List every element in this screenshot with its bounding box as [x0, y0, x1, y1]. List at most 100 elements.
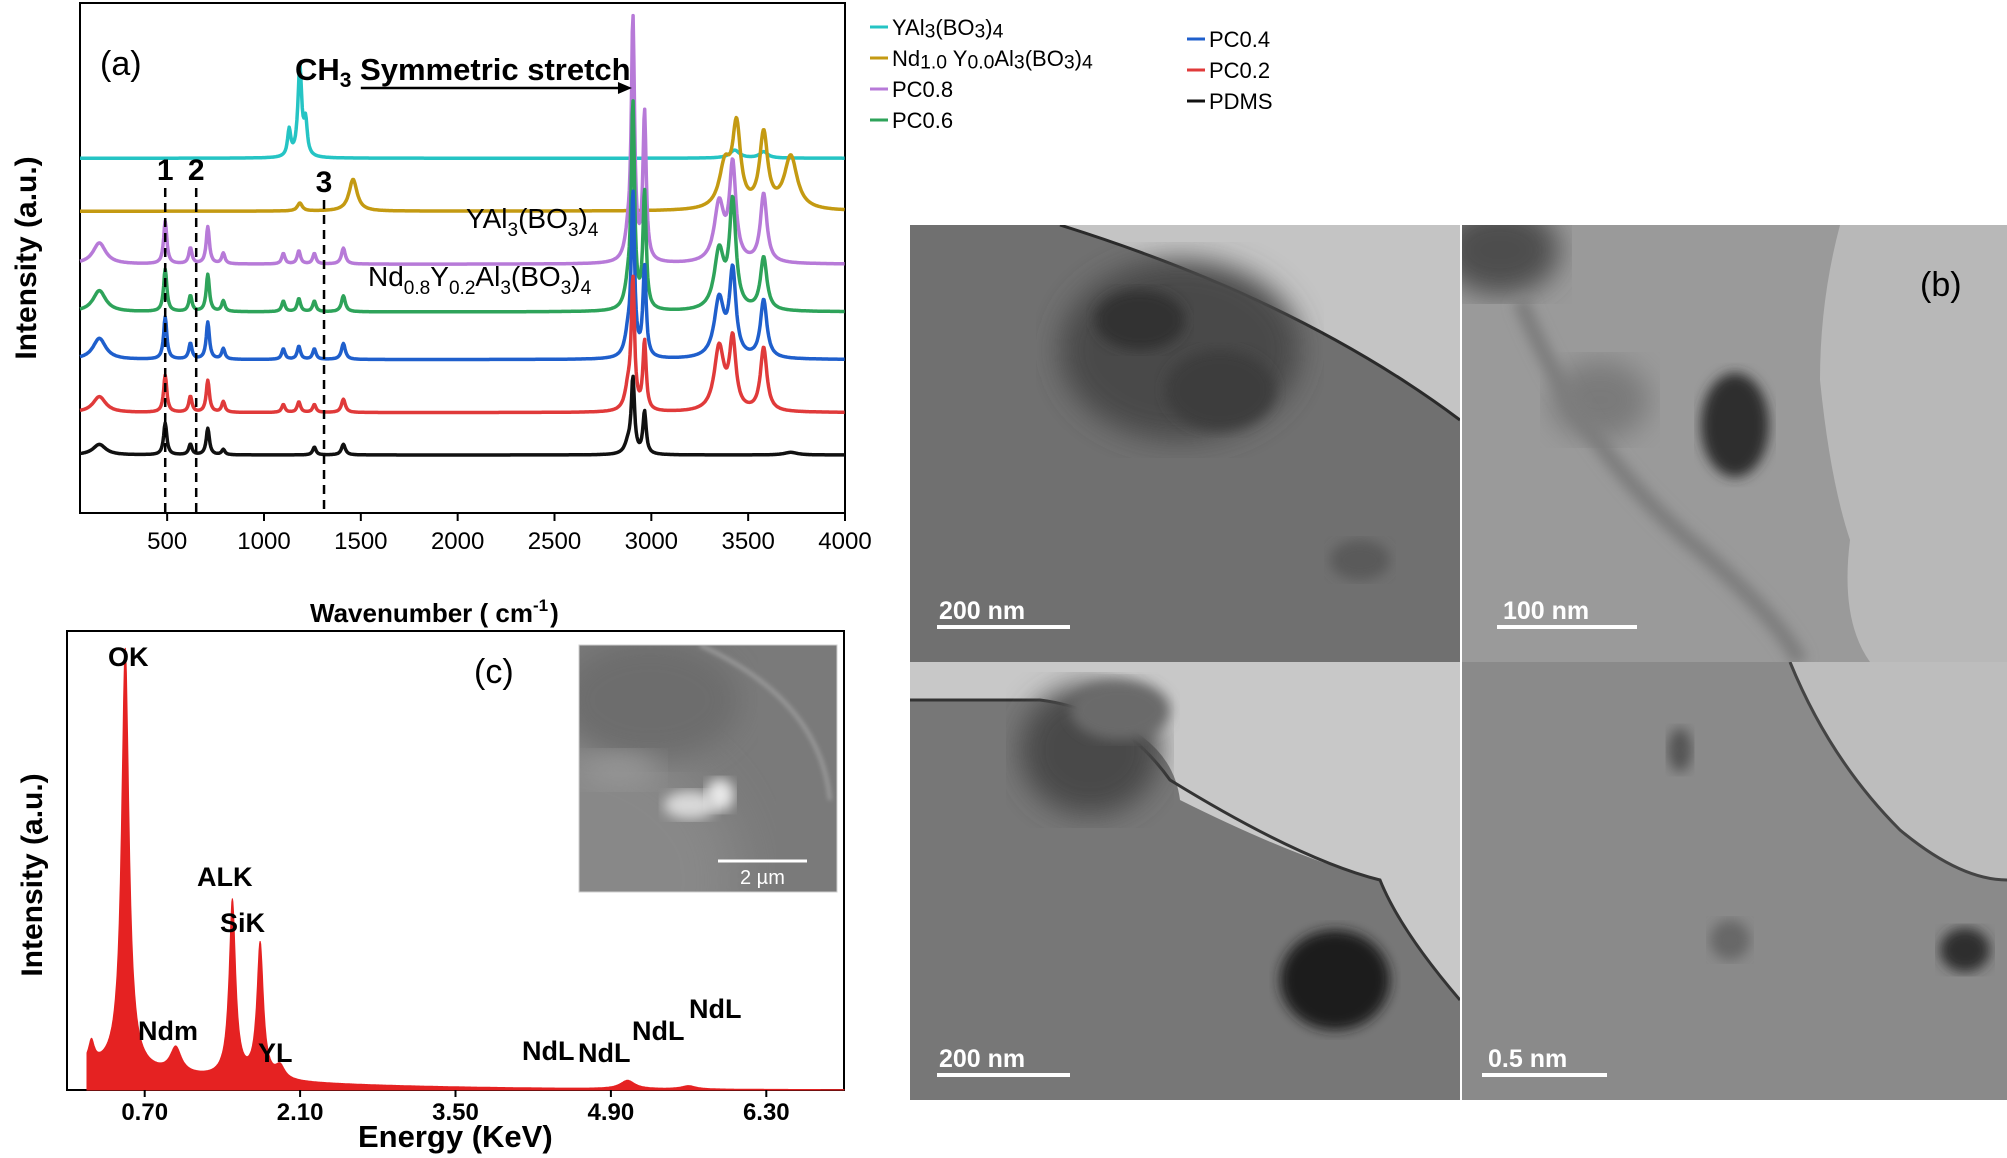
eds-x-axis-title: Energy (KeV) — [358, 1119, 553, 1154]
rich-text-part: 4 — [581, 278, 592, 299]
tem-image-top-right — [1462, 225, 2007, 662]
eds-peak-label: Ndm — [138, 1016, 198, 1046]
sem-inset-scale-label: 2 µm — [740, 867, 785, 889]
rich-text-part: 3 — [975, 21, 986, 43]
legend-entry: PC0.4 — [1209, 27, 1270, 52]
x-tick-label: 4.90 — [588, 1099, 635, 1126]
ftir-series-line — [79, 374, 846, 457]
legend-entry: PC0.6 — [892, 108, 953, 133]
rich-text-part: 4 — [993, 21, 1004, 43]
sem-inset-image — [579, 645, 837, 892]
x-tick-label: 4000 — [818, 528, 871, 555]
tem-panel: (b) 200 nm 100 nm 200 nm 0.5 nm — [910, 225, 2007, 1100]
x-tick-label: 2500 — [528, 528, 581, 555]
rich-text-part: 3 — [568, 220, 579, 241]
tem-image-bottom-right — [1462, 662, 2007, 1100]
tem-scale-label-3: 200 nm — [939, 1045, 1025, 1073]
rich-text-part: (BO — [1025, 46, 1064, 71]
eds-peak-label: ALK — [197, 862, 253, 892]
x-tick-label: 1000 — [237, 528, 290, 555]
rich-text-part: Al — [994, 46, 1014, 71]
panel-b-label: (b) — [1920, 266, 1962, 304]
rich-text-part: ) — [1075, 46, 1082, 71]
tem-scale-label-2: 100 nm — [1503, 597, 1589, 625]
rich-text-part: YAl — [466, 203, 508, 234]
sem-inset-frame — [578, 644, 838, 893]
ftir-plot-frame — [79, 2, 846, 514]
rich-text-part: Nd — [892, 46, 920, 71]
marker-label: 1 — [157, 154, 174, 187]
ftir-series-line — [79, 62, 846, 160]
ftir-series-line — [79, 274, 846, 415]
eds-peak-label: NdL — [522, 1036, 574, 1066]
legend-entry: PC0.8 — [892, 77, 953, 102]
rich-text-part: 3 — [508, 220, 519, 241]
rich-text-part: Nd — [368, 261, 404, 292]
tem-image-bottom-left — [910, 662, 1460, 1100]
arrow-head — [617, 82, 632, 94]
tem-image-top-left — [910, 225, 1460, 662]
x-tick-label: 3000 — [625, 528, 678, 555]
panel-c-label: (c) — [474, 653, 514, 691]
rich-text-part: 4 — [1082, 52, 1093, 74]
eds-spectrum — [86, 647, 845, 1091]
rich-text-part: PC0.4 — [1209, 27, 1270, 52]
x-tick-label: 6.30 — [743, 1099, 790, 1126]
rich-text-part: (BO — [511, 261, 561, 292]
ch3-annotation: CH3 Symmetric stretch — [295, 52, 631, 92]
x-tick-label: 3500 — [721, 528, 774, 555]
rich-text-part: PC0.6 — [892, 108, 953, 133]
eds-peak-label: SiK — [220, 908, 266, 938]
legend-entry: PC0.2 — [1209, 58, 1270, 83]
ftir-series-line — [79, 189, 846, 362]
rich-text-part: (BO — [518, 203, 568, 234]
rich-text-part: 0.0 — [967, 52, 994, 74]
x-tick-label: 3.50 — [432, 1099, 479, 1126]
rich-text-part: PDMS — [1209, 89, 1273, 114]
rich-text-part: 3 — [561, 278, 572, 299]
x-tick-label: 2.10 — [277, 1099, 324, 1126]
eds-panel: 0.70 2.10 3.50 4.90 6.30 OK Ndm ALK SiK YL NdL NdL… — [16, 630, 845, 1154]
rich-text-part: YAl — [892, 15, 925, 40]
ftir-series-line — [79, 13, 846, 266]
eds-peak-label: NdL — [632, 1016, 684, 1046]
curve-label-ndyab: Nd0.8Y0.2Al3(BO3)4 — [368, 261, 592, 299]
rich-text-part: ) — [985, 15, 992, 40]
rich-text-part: 3 — [925, 21, 936, 43]
rich-text-part: 1.0 — [920, 52, 947, 74]
ftir-x-axis-title: Wavenumber ( cm-1) — [310, 596, 559, 628]
x-tick-label: 0.70 — [121, 1099, 168, 1126]
tem-scale-label-4: 0.5 nm — [1488, 1045, 1567, 1073]
panel-a-label: (a) — [100, 45, 142, 83]
rich-text-part: 3 — [500, 278, 511, 299]
ftir-x-ticks: 500 1000 1500 2000 2500 3000 3500 4000 — [147, 513, 872, 555]
rich-text-part: 3 — [1014, 52, 1025, 74]
curve-label-yab: YAl3(BO3)4 — [466, 203, 599, 241]
eds-spectrum-area — [86, 647, 845, 1091]
ch3-arrow — [360, 82, 632, 94]
legend-entry: PDMS — [1209, 89, 1273, 114]
eds-peak-label: YL — [258, 1038, 293, 1068]
x-tick-label: 2000 — [431, 528, 484, 555]
eds-peak-label: OK — [108, 642, 149, 672]
rich-text-part: Y — [430, 261, 449, 292]
rich-text-part: PC0.2 — [1209, 58, 1270, 83]
eds-y-axis-title: Intensity (a.u.) — [16, 773, 49, 976]
rich-text-part: ) — [571, 261, 580, 292]
rich-text-part: (BO — [935, 15, 974, 40]
rich-text-part: 4 — [588, 220, 599, 241]
eds-x-ticks: 0.70 2.10 3.50 4.90 6.30 — [121, 1090, 790, 1126]
rich-text-part: 0.8 — [404, 278, 430, 299]
rich-text-part: 0.2 — [449, 278, 475, 299]
rich-text-part: 3 — [1064, 52, 1075, 74]
x-tick-label: 1500 — [334, 528, 387, 555]
ftir-series-group — [79, 13, 846, 457]
marker-label: 2 — [188, 154, 205, 187]
legend-entry: YAl3(BO3)4 — [892, 15, 1004, 43]
marker-label: 3 — [316, 166, 333, 199]
ftir-series-line — [79, 99, 846, 314]
